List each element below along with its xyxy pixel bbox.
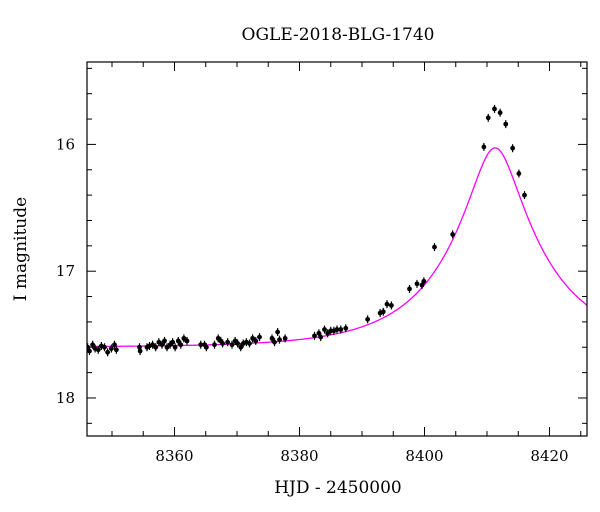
y-tick-label: 16 [56, 135, 75, 153]
data-point [225, 339, 231, 345]
data-points [87, 104, 527, 357]
data-point [203, 344, 209, 350]
data-point [485, 115, 491, 121]
data-point [178, 342, 184, 348]
data-point [492, 106, 497, 112]
axis-ticks [87, 62, 587, 436]
x-tick-label: 8400 [405, 447, 443, 465]
data-point [220, 341, 226, 346]
data-point [87, 348, 92, 354]
x-tick-label: 8360 [155, 447, 193, 465]
data-point [238, 344, 244, 350]
x-axis-label: HJD - 2450000 [274, 478, 402, 498]
data-point [419, 282, 425, 288]
data-point [318, 334, 324, 340]
data-point [407, 286, 412, 292]
data-point [198, 342, 204, 348]
y-tick-label: 17 [56, 262, 75, 280]
data-point [343, 325, 349, 331]
data-point [365, 316, 371, 322]
data-point [253, 338, 259, 344]
data-point [338, 327, 344, 332]
data-point [414, 281, 420, 287]
data-point [137, 348, 143, 354]
data-point [102, 344, 107, 350]
data-point [172, 344, 178, 350]
data-point [380, 309, 386, 315]
data-point [269, 335, 275, 341]
data-point [170, 339, 176, 345]
data-point [322, 327, 327, 332]
data-point [277, 337, 282, 343]
y-axis-label: I magnitude [11, 197, 31, 301]
data-point [282, 335, 288, 341]
data-point [334, 327, 340, 332]
data-point [275, 329, 281, 335]
data-point [421, 278, 427, 284]
data-point [384, 301, 390, 307]
y-tick-label: 18 [56, 389, 75, 407]
data-point [184, 338, 190, 344]
data-point [510, 145, 516, 151]
data-point [432, 244, 437, 250]
x-tick-label: 8420 [530, 447, 568, 465]
x-tick-label: 8380 [280, 447, 318, 465]
data-point [95, 347, 101, 353]
data-point [175, 338, 181, 344]
data-point [105, 349, 111, 355]
axis-tick-labels: 8360 8380 8400 8420 16 17 18 [56, 135, 569, 465]
data-point [312, 333, 317, 339]
data-point [108, 346, 114, 351]
data-point [229, 342, 235, 348]
data-point [113, 347, 119, 353]
data-point [257, 334, 262, 340]
plot-frame [86, 61, 588, 437]
data-point [481, 144, 487, 150]
data-point [162, 338, 167, 344]
data-point [516, 171, 522, 176]
data-point [247, 341, 252, 346]
data-point [450, 232, 456, 237]
chart-title: OGLE-2018-BLG-1740 [242, 25, 435, 45]
data-point [235, 341, 241, 346]
data-point [503, 121, 509, 127]
data-point [112, 342, 117, 348]
data-point [212, 342, 217, 348]
data-point [159, 342, 165, 348]
data-point [153, 344, 159, 350]
data-point [388, 303, 394, 308]
model-curve [87, 147, 587, 348]
data-point [272, 339, 277, 345]
data-point [497, 110, 503, 116]
data-point [316, 330, 322, 336]
data-point [90, 342, 96, 348]
data-point [522, 192, 527, 198]
